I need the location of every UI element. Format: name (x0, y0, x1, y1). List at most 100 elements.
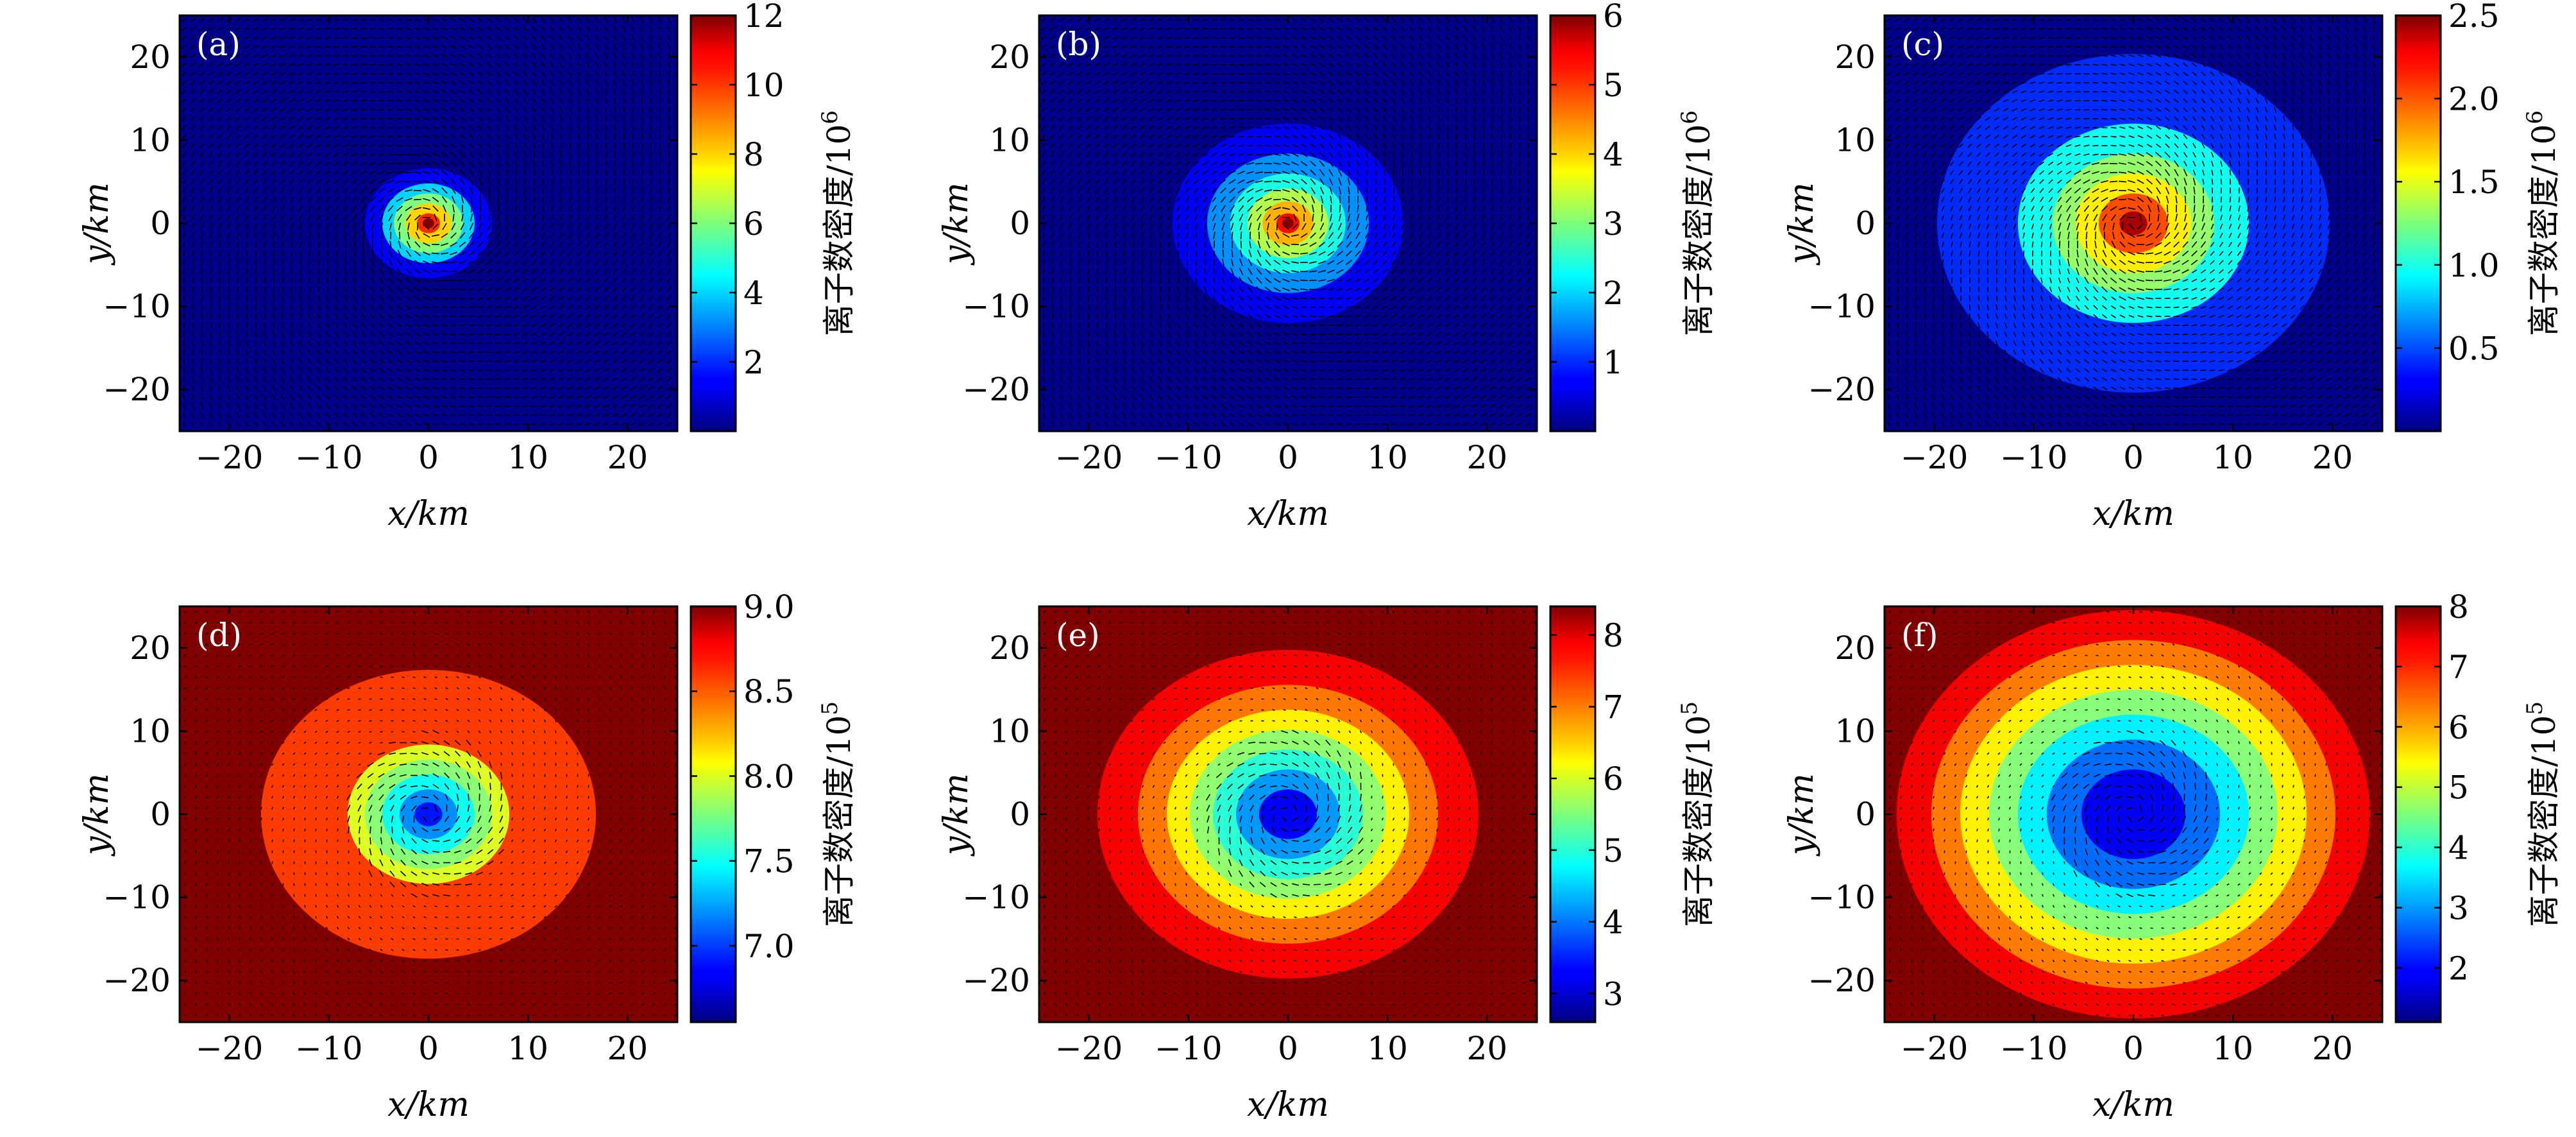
quiver-arrow (227, 385, 231, 391)
quiver-arrow (237, 304, 239, 311)
quiver-arrow (264, 259, 266, 266)
quiver-arrow (253, 45, 259, 49)
quiver-arrow (1149, 403, 1154, 409)
quiver-arrow (352, 81, 358, 84)
colorbar-label-text: 离子数密度/10 (820, 124, 858, 336)
quiver-arrow (1391, 378, 1397, 380)
quiver-arrow (1400, 71, 1405, 77)
quiver-arrow (1258, 231, 1260, 240)
quiver-arrow (291, 313, 293, 320)
quiver-arrow (1076, 36, 1083, 40)
quiver-arrow (1373, 35, 1378, 40)
quiver-arrow (298, 28, 304, 30)
quiver-arrow (1384, 169, 1386, 176)
quiver-arrow (594, 323, 600, 328)
quiver-arrow (1482, 178, 1485, 185)
quiver-arrow (1455, 17, 1459, 23)
quiver-arrow (1491, 44, 1495, 50)
quiver-arrow (1436, 287, 1441, 292)
quiver-arrow (1194, 223, 1198, 230)
quiver-arrow (577, 259, 582, 266)
quiver-arrow (423, 63, 430, 67)
quiver-arrow (369, 117, 376, 120)
quiver-arrow (631, 323, 636, 328)
quiver-arrow (308, 331, 312, 338)
quiver-arrow (622, 53, 626, 59)
quiver-arrow (486, 26, 493, 31)
quiver-arrow (1491, 62, 1495, 68)
quiver-arrow (423, 90, 430, 94)
quiver-arrow (1265, 314, 1271, 319)
quiver-arrow (1186, 250, 1189, 257)
quiver-arrow (1410, 71, 1414, 77)
quiver-arrow (1356, 151, 1360, 158)
quiver-arrow (1365, 124, 1369, 131)
quiver-arrow (648, 377, 654, 382)
quiver-arrow (1499, 296, 1504, 301)
quiver-arrow (246, 331, 248, 338)
quiver-arrow (1067, 80, 1074, 85)
quiver-arrow (559, 259, 564, 266)
quiver-arrow (468, 44, 475, 49)
quiver-arrow (1455, 107, 1458, 113)
quiver-arrow (1364, 269, 1370, 274)
quiver-arrow (567, 413, 573, 417)
quiver-arrow (567, 368, 573, 372)
quiver-arrow (668, 107, 670, 113)
quiver-arrow (1140, 376, 1144, 382)
quiver-arrow (1096, 412, 1099, 418)
quiver-arrow (622, 323, 627, 328)
quiver-arrow (432, 135, 439, 139)
quiver-arrow (640, 53, 644, 59)
quiver-arrow (514, 142, 518, 149)
quiver-arrow (514, 133, 518, 140)
quiver-arrow (1050, 134, 1055, 139)
quiver-arrow (622, 305, 627, 310)
quiver-arrow (487, 80, 492, 85)
quiver-arrow (1319, 423, 1325, 425)
quiver-arrow (1462, 332, 1469, 337)
quiver-arrow (604, 259, 609, 266)
quiver-arrow (423, 144, 430, 148)
quiver-arrow (441, 126, 448, 130)
quiver-arrow (1301, 360, 1307, 363)
quiver-arrow (532, 241, 537, 248)
quiver-arrow (379, 350, 384, 355)
quiver-arrow (255, 268, 257, 275)
quiver-arrow (1166, 134, 1173, 139)
quiver-arrow (1327, 278, 1335, 282)
quiver-arrow (298, 125, 304, 130)
quiver-arrow (1328, 369, 1334, 372)
quiver-arrow (631, 305, 636, 310)
quiver-arrow (378, 404, 385, 409)
quiver-arrow (1480, 422, 1487, 426)
quiver-arrow (514, 35, 519, 40)
quiver-arrow (237, 331, 239, 338)
quiver-arrow (1140, 161, 1145, 166)
quiver-arrow (1060, 214, 1063, 221)
quiver-arrow (1310, 387, 1316, 389)
quiver-arrow (1049, 62, 1056, 67)
quiver-arrow (396, 81, 403, 84)
quiver-arrow (441, 160, 448, 167)
quiver-arrow (431, 269, 440, 273)
quiver-arrow (1265, 395, 1271, 399)
quiver-arrow (1364, 323, 1370, 327)
quiver-arrow (325, 404, 330, 409)
quiver-arrow (1409, 332, 1415, 336)
quiver-arrow (1130, 98, 1137, 103)
quiver-arrow (1140, 143, 1145, 148)
quiver-arrow (217, 98, 223, 103)
quiver-arrow (263, 394, 267, 400)
quiver-arrow (1158, 196, 1162, 203)
quiver-arrow (1239, 332, 1244, 337)
quiver-arrow (263, 340, 267, 346)
quiver-arrow (343, 404, 348, 409)
quiver-arrow (1418, 35, 1423, 41)
quiver-arrow (595, 259, 600, 266)
quiver-arrow (1310, 324, 1316, 327)
quiver-arrow (307, 403, 312, 409)
quiver-arrow (183, 259, 185, 266)
quiver-arrow (1060, 367, 1063, 373)
quiver-arrow (1141, 286, 1144, 293)
